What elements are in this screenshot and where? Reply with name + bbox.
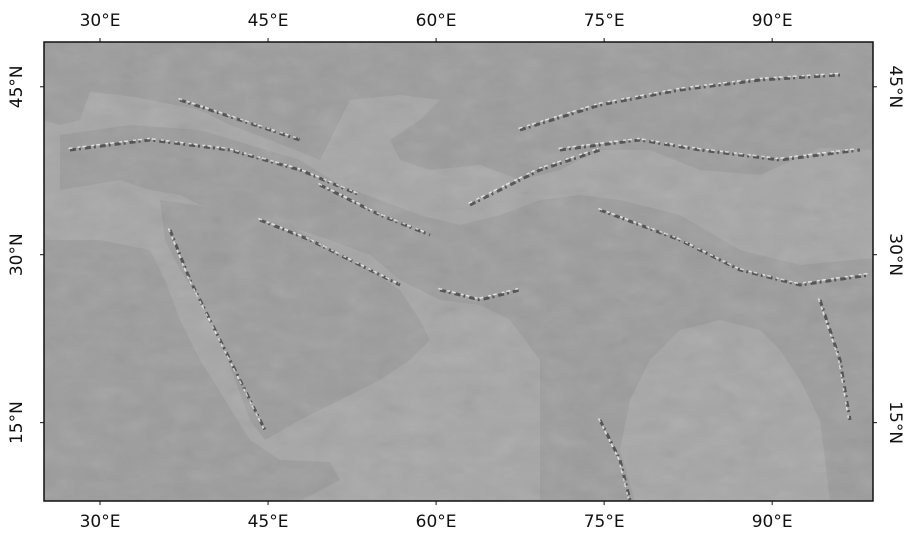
latitude-label-left: 15°N: [7, 401, 27, 444]
ridge-highlight: [518, 72, 839, 130]
longitude-label-bottom: 60°E: [416, 512, 457, 532]
longitude-labels-bottom: 30°E 45°E 60°E 75°E 90°E: [80, 501, 793, 532]
latitude-labels-right: 45°N 30°N 15°N: [873, 65, 905, 444]
map-frame: [43, 41, 874, 502]
latitude-label-right: 45°N: [885, 65, 905, 108]
longitude-label-top: 60°E: [416, 11, 457, 31]
ridge-shadow: [469, 148, 601, 207]
ridge-shadow: [599, 208, 871, 287]
latitude-label-left: 30°N: [7, 233, 27, 276]
ridge-highlight: [258, 217, 399, 285]
relief-texture: [44, 42, 873, 501]
ridge-shadow: [168, 229, 267, 431]
ridge-highlight: [597, 418, 630, 499]
ridge-highlight: [68, 137, 359, 195]
longitude-label-top: 45°E: [248, 11, 289, 31]
ridge-highlight: [167, 228, 265, 429]
map-body: [44, 42, 873, 501]
longitude-label-top: 75°E: [584, 11, 625, 31]
ridge-shadow: [69, 138, 361, 197]
latitude-labels-left: 45°N 30°N 15°N: [7, 65, 44, 444]
longitude-label-bottom: 90°E: [752, 512, 793, 532]
longitude-label-bottom: 30°E: [80, 512, 121, 532]
longitude-label-bottom: 45°E: [248, 512, 289, 532]
mountain-ridges: [68, 72, 871, 501]
ridge-shadow: [818, 299, 852, 421]
latitude-label-left: 45°N: [7, 65, 27, 108]
longitude-label-top: 30°E: [80, 11, 121, 31]
ridge-highlight: [598, 207, 869, 285]
ridge-shadow: [519, 73, 841, 132]
longitude-label-top: 90°E: [752, 11, 793, 31]
latitude-label-right: 15°N: [885, 401, 905, 444]
ridge-shadow: [179, 98, 301, 142]
longitude-labels-top: 30°E 45°E 60°E 75°E 90°E: [80, 11, 793, 42]
ridge-highlight: [318, 182, 429, 235]
longitude-label-bottom: 75°E: [584, 512, 625, 532]
ridge-highlight: [558, 137, 859, 160]
latitude-label-right: 30°N: [885, 233, 905, 276]
